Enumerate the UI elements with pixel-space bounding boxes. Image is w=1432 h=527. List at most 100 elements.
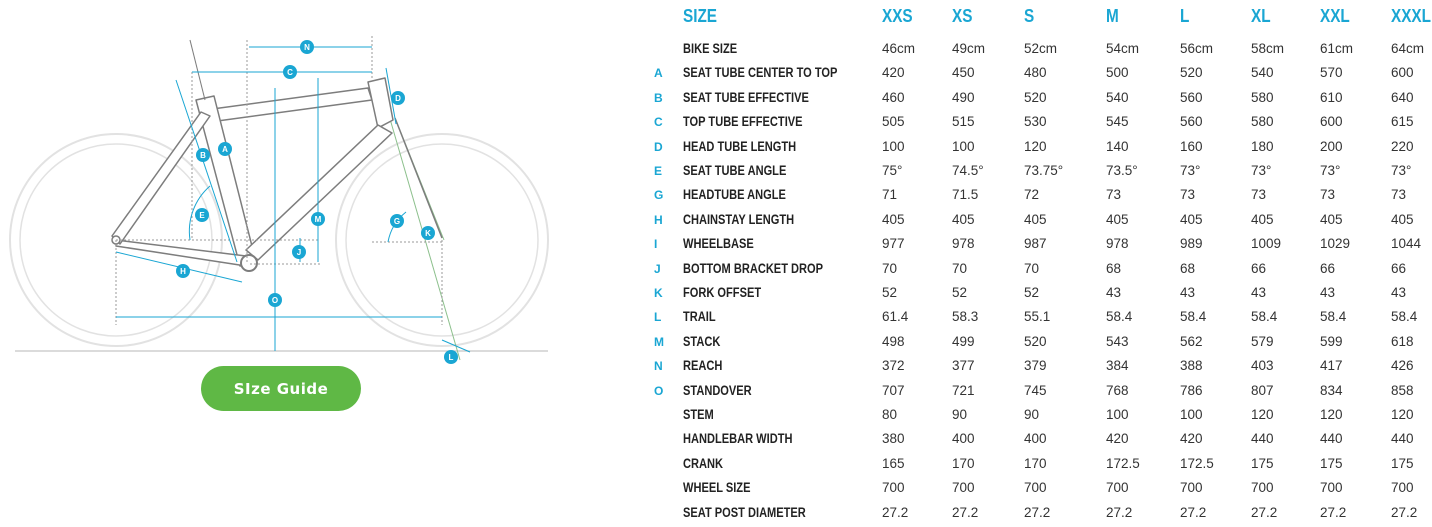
cell-value: 46cm	[882, 41, 916, 56]
cell-value: 580	[1251, 89, 1274, 105]
row-label: TOP TUBE EFFECTIVE	[683, 114, 803, 130]
cell-value: 70	[1024, 260, 1040, 276]
cell-value: 500	[1106, 65, 1129, 81]
cell-value: 56cm	[1180, 41, 1214, 56]
cell-value: 140	[1106, 138, 1129, 154]
size-header-xxl: XXL	[1320, 6, 1350, 26]
cell-value: 120	[1024, 138, 1047, 154]
bike-frame	[111, 39, 443, 267]
cell-value: 570	[1320, 65, 1343, 81]
cell-value: 73	[1251, 187, 1267, 203]
cell-value: 618	[1391, 333, 1414, 349]
marker-h: H	[176, 264, 190, 278]
size-header-xs: XS	[952, 6, 973, 26]
cell-value: 120	[1391, 407, 1414, 422]
cell-value: 987	[1024, 236, 1047, 252]
cell-value: 405	[882, 211, 905, 227]
marker-n: N	[300, 40, 314, 54]
cell-value: 989	[1180, 236, 1203, 252]
geometry-table: SIZE XXS XS S M L XL XXL XXXL BIKE SIZE 46cm 49cm 52…	[648, 0, 1432, 527]
table-row: WHEEL SIZE 700 700 700 700 700 700 700 700	[648, 476, 1432, 500]
cell-value: 540	[1251, 65, 1274, 81]
cell-value: 450	[952, 65, 975, 81]
size-guide-button[interactable]: SIze Guide	[201, 366, 361, 411]
row-letter: B	[654, 90, 663, 105]
cell-value: 120	[1251, 407, 1274, 422]
cell-value: 700	[882, 480, 905, 496]
cell-value: 440	[1391, 431, 1414, 447]
cell-value: 417	[1320, 358, 1343, 374]
cell-value: 200	[1320, 138, 1343, 154]
row-label: BIKE SIZE	[683, 41, 738, 56]
row-label: WHEELBASE	[683, 236, 754, 252]
table-row: C TOP TUBE EFFECTIVE 505 515 530 545 560 580 600…	[648, 110, 1432, 134]
cell-value: 52	[882, 285, 898, 300]
cell-value: 70	[952, 260, 968, 276]
table-row: HANDLEBAR WIDTH 380 400 400 420 420 440 440 440	[648, 427, 1432, 451]
cell-value: 498	[882, 333, 905, 349]
row-label: STACK	[683, 333, 721, 349]
cell-value: 405	[1180, 211, 1203, 227]
cell-value: 380	[882, 431, 905, 447]
cell-value: 372	[882, 358, 905, 374]
row-label: SEAT TUBE EFFECTIVE	[683, 89, 809, 105]
table-row: N REACH 372 377 379 384 388 403 417 426	[648, 354, 1432, 378]
table-row: G HEADTUBE ANGLE 71 71.5 72 73 73 73 73 73	[648, 183, 1432, 207]
cell-value: 405	[1391, 211, 1414, 227]
cell-value: 58.4	[1180, 309, 1207, 325]
row-letter: I	[654, 237, 658, 252]
cell-value: 43	[1251, 285, 1267, 300]
marker-m: M	[311, 212, 325, 226]
cell-value: 1009	[1251, 236, 1282, 252]
cell-value: 505	[882, 114, 905, 130]
cell-value: 560	[1180, 114, 1203, 130]
cell-value: 66	[1320, 260, 1336, 276]
cell-value: 68	[1180, 260, 1196, 276]
cell-value: 58.4	[1320, 309, 1347, 325]
cell-value: 700	[1106, 480, 1129, 496]
cell-value: 54cm	[1106, 41, 1140, 56]
cell-value: 700	[1024, 480, 1047, 496]
cell-value: 27.2	[1180, 504, 1207, 520]
cell-value: 73	[1180, 187, 1196, 203]
row-label: SEAT TUBE CENTER TO TOP	[683, 65, 838, 81]
cell-value: 405	[1320, 211, 1343, 227]
svg-text:J: J	[297, 248, 301, 257]
row-letter: J	[654, 261, 661, 276]
cell-value: 73	[1391, 187, 1407, 203]
cell-value: 420	[882, 65, 905, 81]
cell-value: 75°	[882, 163, 903, 178]
cell-value: 68	[1106, 260, 1122, 276]
cell-value: 73°	[1180, 163, 1201, 178]
cell-value: 71.5	[952, 187, 979, 203]
cell-value: 977	[882, 236, 905, 252]
cell-value: 100	[1106, 407, 1129, 422]
cell-value: 400	[952, 431, 975, 447]
cell-value: 90	[1024, 407, 1040, 422]
dimension-lines	[115, 46, 471, 353]
cell-value: 700	[1391, 480, 1414, 496]
row-letter: L	[654, 310, 662, 325]
svg-text:G: G	[394, 217, 400, 226]
cell-value: 175	[1251, 455, 1274, 471]
cell-value: 61.4	[882, 309, 909, 325]
cell-value: 978	[952, 236, 975, 252]
svg-text:O: O	[272, 296, 278, 305]
size-header-s: S	[1024, 6, 1035, 26]
size-column-header: SIZE	[683, 6, 718, 26]
cell-value: 58.4	[1106, 309, 1133, 325]
cell-value: 72	[1024, 187, 1040, 203]
cell-value: 58cm	[1251, 41, 1285, 56]
row-label: STANDOVER	[683, 382, 752, 398]
cell-value: 73°	[1251, 163, 1272, 178]
cell-value: 43	[1320, 285, 1336, 300]
cell-value: 520	[1024, 89, 1047, 105]
cell-value: 405	[952, 211, 975, 227]
bottom-bracket	[240, 254, 258, 272]
cell-value: 610	[1320, 89, 1343, 105]
row-letter: G	[654, 188, 664, 203]
marker-k: K	[421, 226, 435, 240]
size-header-xxxl: XXXL	[1391, 6, 1431, 26]
cell-value: 520	[1180, 65, 1203, 81]
cell-value: 807	[1251, 382, 1274, 398]
